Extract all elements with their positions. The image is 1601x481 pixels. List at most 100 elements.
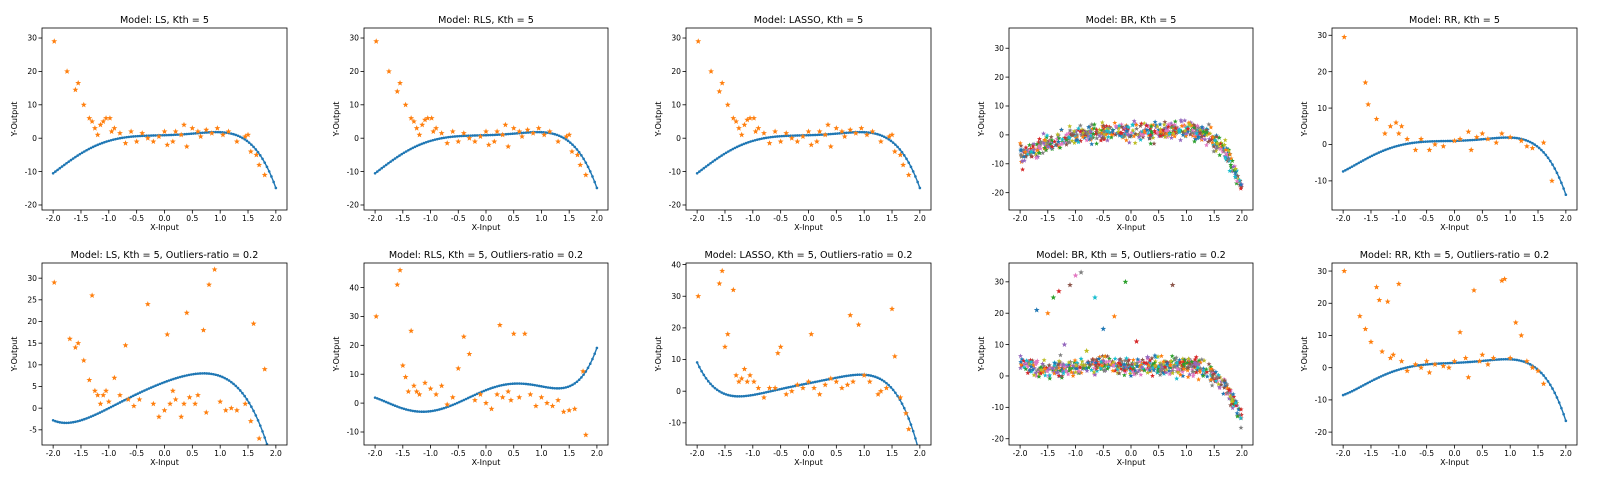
ensemble-point [1066,368,1072,374]
fit-marker [181,375,184,378]
sample-point [580,368,586,374]
fit-marker [1410,141,1414,145]
ensemble-point [1132,140,1138,146]
ensemble-point [1112,363,1118,368]
ensemble-point [1180,356,1186,361]
subplot-5: Model: RR, Kth = 5-2.0 -1.5 -1.0 -0.5 0.0 0.5… [1300,15,1578,232]
ensemble-point [1201,132,1207,137]
ensemble-point [1019,356,1025,362]
fit-marker [593,180,596,184]
fit-marker [411,146,415,150]
fit-marker [400,152,404,156]
ensemble-point [1214,145,1220,150]
sample-point [738,131,745,138]
sample-point [103,387,109,394]
fit-marker [720,154,723,157]
fit-marker [889,386,893,389]
sample-point [1507,354,1514,361]
ensemble-point [1026,142,1032,148]
ensemble-point [1197,130,1203,135]
sample-point [1479,130,1486,137]
ensemble-point [1230,391,1236,397]
ensemble-point [1158,133,1163,138]
ensemble-point [1229,396,1235,402]
fit-marker [529,383,532,386]
fit-marker [107,139,111,143]
x-tick-label: -2.0 [690,214,705,223]
fit-marker [458,400,461,404]
sample-point [203,409,210,416]
fit-marker [145,388,148,391]
ensemble-point [1194,123,1200,128]
sample-point [827,375,834,382]
ensemble-point [1229,168,1235,174]
fit-marker [764,136,768,140]
ensemble-point [1230,405,1236,411]
fit-marker [442,136,446,140]
sample-point [97,121,104,128]
ensemble-point [1051,370,1057,376]
fit-marker [749,140,752,143]
ensemble-point [1171,124,1177,129]
sample-point [808,331,815,337]
sample-point [183,309,190,316]
x-tick-label: -0.5 [1096,214,1111,223]
ensemble-point [1041,363,1047,368]
fit-marker [791,385,795,388]
outlier-point [1056,288,1062,294]
fit-marker [914,437,917,440]
ensemble-point [1216,135,1222,140]
fit-marker [484,388,488,392]
ensemble-point [1089,357,1095,362]
sample-point [245,131,251,138]
fit-marker [145,134,148,137]
fit-marker [744,394,748,398]
fit-marker [1370,154,1374,158]
ensemble-point [1116,129,1121,134]
fit-marker [856,373,859,377]
ensemble-point [1119,124,1125,129]
sample-point [1365,101,1372,107]
ensemble-point [1116,370,1122,376]
fit-marker [1548,159,1552,163]
ensemble-point [1024,358,1030,363]
fit-marker [718,390,721,393]
fit-marker [89,415,93,418]
ensemble-point [1182,128,1188,133]
ensemble-point [1166,131,1172,137]
ensemble-point [1048,138,1053,144]
x-tick-label: 0.0 [802,449,814,458]
x-axis-label: X-Input [1117,223,1146,232]
ensemble-point [1147,125,1153,131]
plot-area [373,38,599,190]
fit-marker [825,378,828,382]
fit-marker [747,394,750,397]
fit-marker [1352,388,1356,392]
y-tick-label: 30 [1317,267,1327,276]
fit-marker [1553,167,1557,170]
ensemble-point [1058,127,1064,132]
sample-point [805,378,812,385]
fit-marker [62,421,66,425]
fit-marker [221,375,224,379]
fit-marker [1517,359,1521,362]
fit-marker [91,414,95,417]
sample-point [772,384,779,391]
ensemble-point [1206,121,1212,127]
fit-marker [1564,419,1568,423]
fit-marker [1381,149,1385,153]
ensemble-point [1072,369,1078,375]
fit-marker [471,134,474,137]
y-tick-label: 30 [349,312,359,321]
fit-marker [427,140,430,143]
fit-marker [731,394,735,398]
sample-point [106,115,113,121]
y-tick-label: 30 [1317,31,1327,40]
fit-marker [455,134,459,138]
fit-marker [751,393,755,397]
sample-point [483,400,489,406]
fit-marker [831,132,835,136]
fit-marker [252,409,255,413]
x-tick-label: -1.5 [395,449,410,458]
ensemble-point [1231,394,1237,399]
